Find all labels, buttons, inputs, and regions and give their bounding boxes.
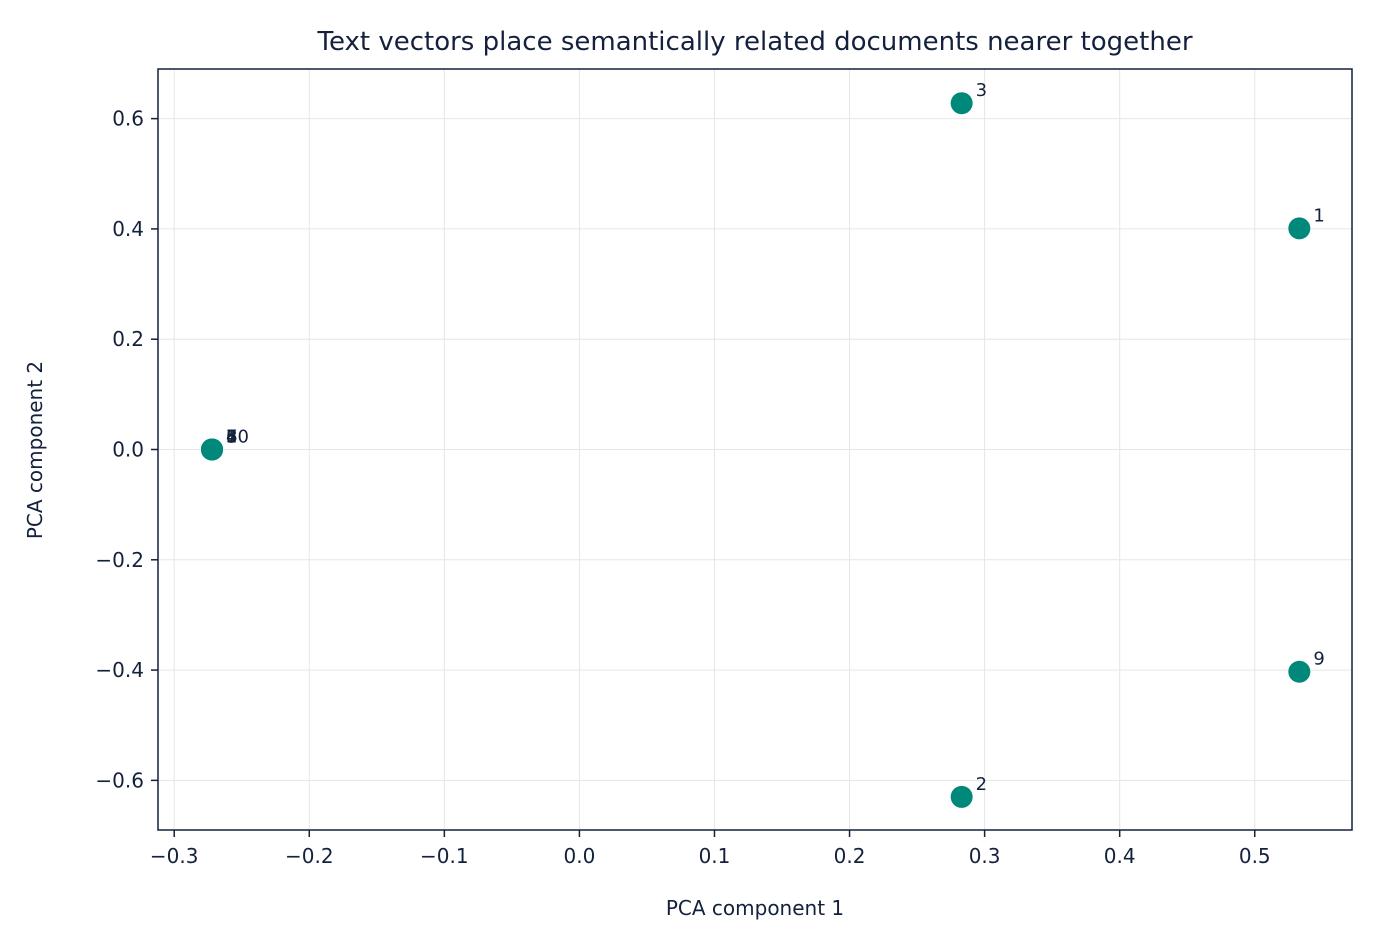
x-tick-label: 0.1 (699, 844, 731, 868)
y-tick-label: −0.6 (95, 768, 144, 792)
point-label-4: 4 (226, 427, 237, 448)
grid-layer (158, 69, 1352, 830)
y-tick-label: −0.4 (95, 658, 144, 682)
y-tick-label: 0.4 (112, 217, 144, 241)
point-label-10: 10 (226, 427, 249, 448)
point-label-3: 3 (976, 80, 987, 101)
x-tick-label: 0.5 (1239, 844, 1271, 868)
y-tick-label: 0.6 (112, 107, 144, 131)
y-tick-label: 0.0 (112, 438, 144, 462)
x-tick-label: 0.3 (969, 844, 1001, 868)
y-axis-label: PCA component 2 (23, 361, 47, 539)
chart-title: Text vectors place semantically related … (316, 27, 1192, 57)
data-point-3 (950, 92, 973, 115)
tick-layer: −0.3 −0.2 −0.1 0.0 0.1 0.2 0.3 0.4 0.5 0.6 0.4 0.2 0… (95, 107, 1270, 868)
x-tick-label: −0.1 (420, 844, 469, 868)
data-point-2 (950, 785, 973, 808)
point-label-5: 5 (226, 427, 237, 448)
point-label-7: 7 (226, 427, 237, 448)
x-tick-label: −0.2 (285, 844, 334, 868)
point-label-9: 9 (1313, 649, 1324, 670)
point-label-8: 8 (226, 427, 237, 448)
point-label-6: 6 (226, 427, 237, 448)
x-tick-label: 0.4 (1104, 844, 1136, 868)
x-axis-label: PCA component 1 (666, 896, 844, 920)
point-label-2: 2 (976, 774, 987, 795)
x-tick-label: 0.0 (564, 844, 596, 868)
y-tick-label: −0.2 (95, 548, 144, 572)
y-tick-label: 0.2 (112, 327, 144, 351)
plot-frame (157, 68, 1353, 831)
point-label-1: 1 (1313, 205, 1324, 226)
data-point-10 (201, 438, 224, 461)
x-tick-label: 0.2 (834, 844, 866, 868)
x-tick-label: −0.3 (150, 844, 199, 868)
data-point-9 (1288, 660, 1311, 683)
data-point-1 (1288, 217, 1311, 240)
